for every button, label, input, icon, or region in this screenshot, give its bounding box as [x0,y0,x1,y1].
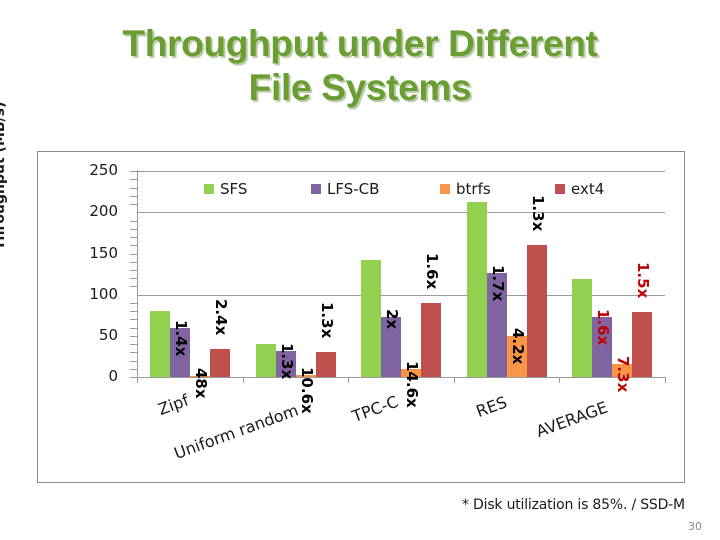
x-tick-mark [453,377,455,383]
minor-tick [130,327,137,329]
ratio-label: 1.6x [423,252,442,290]
legend-item-sfs: SFS [204,180,247,198]
slide-title-line1: Throughput under Different [122,23,598,64]
y-axis-line [137,170,138,382]
legend-swatch [311,184,321,194]
gridline [137,212,665,214]
minor-tick [130,237,137,239]
minor-tick [130,302,137,304]
ratio-label: 1.5x [634,261,653,299]
ratio-label: 1.4x [172,319,190,356]
ratio-label: 48x [192,367,210,399]
minor-tick [130,335,137,337]
gridline [137,294,665,296]
ratio-label: 1.7x [488,265,507,302]
y-tick-label: 50 [98,325,118,344]
minor-tick [130,319,137,321]
ratio-label: 4.2x [508,327,527,365]
minor-tick [130,368,137,370]
slide-title-line2: File Systems [248,67,472,108]
ratio-label: 7.3x [614,355,633,393]
minor-tick [130,269,137,271]
bar-lfs-cb-4 [592,316,613,377]
bar-sfs-0 [150,311,170,377]
minor-tick [130,261,137,263]
minor-tick [130,228,137,230]
bar-ext4-4 [632,311,653,377]
legend-swatch [555,184,565,194]
minor-tick [130,220,137,222]
legend-item-btrfs: btrfs [440,180,491,198]
minor-tick [130,179,137,181]
slide-title: Throughput under Different File Systems [0,22,720,110]
y-axis-title: Throughput (MB/s) [0,101,8,250]
minor-tick [130,245,137,247]
bar-lfs-cb-2 [381,316,402,377]
bar-ext4-0 [210,349,230,377]
bar-btrfs-3 [506,335,527,377]
legend-item-lfs-cb: LFS-CB [311,180,379,198]
y-tick-label: 250 [89,161,118,180]
ratio-label: 2x [383,308,402,330]
bar-sfs-2 [361,260,382,377]
footnote: * Disk utilization is 85%. / SSD-M [462,497,685,513]
bar-btrfs-1 [295,374,316,377]
bar-lfs-cb-3 [486,273,507,377]
minor-tick [130,195,137,197]
minor-tick [130,278,137,280]
legend-label: btrfs [456,180,491,198]
legend-item-ext4: ext4 [555,180,604,198]
minor-tick [130,171,137,173]
ratio-label: 1.3x [528,195,547,232]
legend-swatch [204,184,214,194]
minor-tick [130,344,137,346]
legend-label: SFS [220,180,248,198]
ratio-label: 1.3x [277,342,296,379]
bar-ext4-2 [421,302,442,377]
minor-tick [130,187,137,189]
bar-btrfs-2 [401,368,422,377]
minor-tick [130,204,137,206]
x-tick-mark [348,377,350,383]
ratio-label: 14.6x [403,360,422,408]
x-axis-line [130,377,665,378]
y-tick-label: 150 [89,243,118,262]
bar-ext4-3 [526,245,547,377]
ratio-label: 2.4x [212,299,230,336]
minor-tick [130,360,137,362]
x-tick-mark [559,377,561,383]
y-tick-label: 100 [89,284,118,303]
legend-label: LFS-CB [327,180,380,198]
y-tick-label: 200 [89,202,118,221]
bar-ext4-1 [315,352,336,377]
minor-tick [130,352,137,354]
bar-sfs-4 [572,279,593,377]
x-tick-mark [242,377,244,383]
ratio-label: 1.6x [594,308,613,346]
minor-tick [130,311,137,313]
legend-swatch [440,184,450,194]
legend-label: ext4 [571,180,605,198]
bar-sfs-1 [255,344,276,377]
ratio-label: 1.3x [317,302,336,339]
bar-btrfs-4 [612,363,633,377]
minor-tick [130,253,137,255]
minor-tick [130,286,137,288]
bar-btrfs-0 [190,375,210,377]
x-tick-mark [665,377,666,383]
gridline [137,171,665,173]
x-tick-mark [137,377,138,383]
page-number: 30 [688,520,702,533]
bar-lfs-cb-0 [170,327,190,377]
bar-sfs-3 [466,201,487,377]
ratio-label: 10.6x [297,366,316,414]
y-tick-label: 0 [108,367,118,385]
bar-lfs-cb-1 [275,350,296,377]
